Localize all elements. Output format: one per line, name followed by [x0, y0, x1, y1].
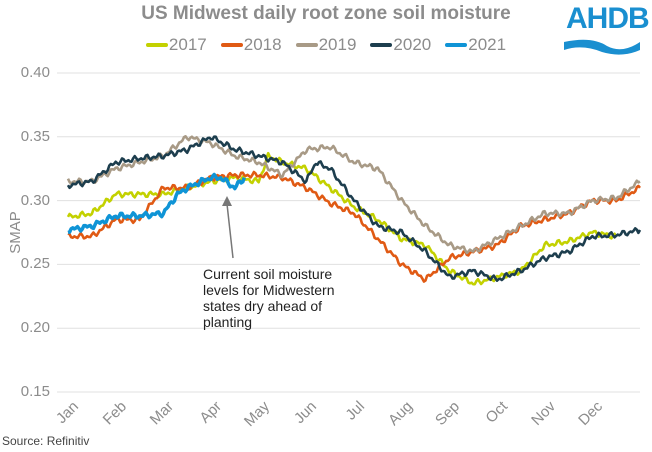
legend-label: 2021	[468, 35, 507, 54]
annotation-line: planting	[203, 314, 253, 330]
series-line-2020	[66, 135, 642, 282]
y-tick-label: 0.15	[20, 383, 50, 400]
legend-swatch	[370, 43, 393, 47]
legend-swatch	[445, 43, 468, 47]
legend-swatch	[145, 43, 168, 47]
legend-item-2020: 2020	[370, 35, 431, 55]
y-tick-label: 0.25	[20, 255, 50, 273]
annotation-arrowhead-icon	[222, 196, 232, 206]
annotation-text: Current soil moisture levels for Midwest…	[203, 266, 335, 330]
annotation-line: levels for Midwestern	[203, 282, 335, 298]
y-tick-label: 0.30	[20, 191, 50, 209]
y-tick-label: 0.40	[20, 64, 50, 81]
annotation-line: states dry ahead of	[203, 298, 323, 314]
y-tick-label: 0.20	[20, 319, 50, 337]
y-axis-title: SMAP	[6, 211, 24, 254]
logo-wave-icon	[564, 39, 640, 55]
legend-swatch	[220, 43, 243, 47]
legend-item-2021: 2021	[445, 35, 506, 55]
legend-label: 2020	[393, 35, 432, 54]
legend-item-2019: 2019	[295, 35, 357, 55]
legend: 2017 2018 2019 2020 2021	[0, 35, 652, 55]
legend-label: 2019	[318, 35, 357, 54]
chart-title: US Midwest daily root zone soil moisture	[141, 3, 511, 24]
legend-item-2018: 2018	[220, 35, 282, 55]
series-line-2021	[67, 172, 247, 235]
annotation-arrow	[226, 203, 234, 259]
source-note: Source: Refinitiv	[2, 434, 90, 448]
annotation-line: Current soil moisture	[203, 266, 333, 282]
legend-swatch	[295, 43, 318, 47]
legend-item-2017: 2017	[145, 35, 207, 55]
series-line-2018	[67, 170, 641, 283]
y-tick-label: 0.35	[20, 127, 50, 145]
ahdb-logo: AHDB	[564, 2, 650, 55]
legend-label: 2017	[168, 35, 207, 54]
legend-label: 2018	[243, 35, 282, 54]
